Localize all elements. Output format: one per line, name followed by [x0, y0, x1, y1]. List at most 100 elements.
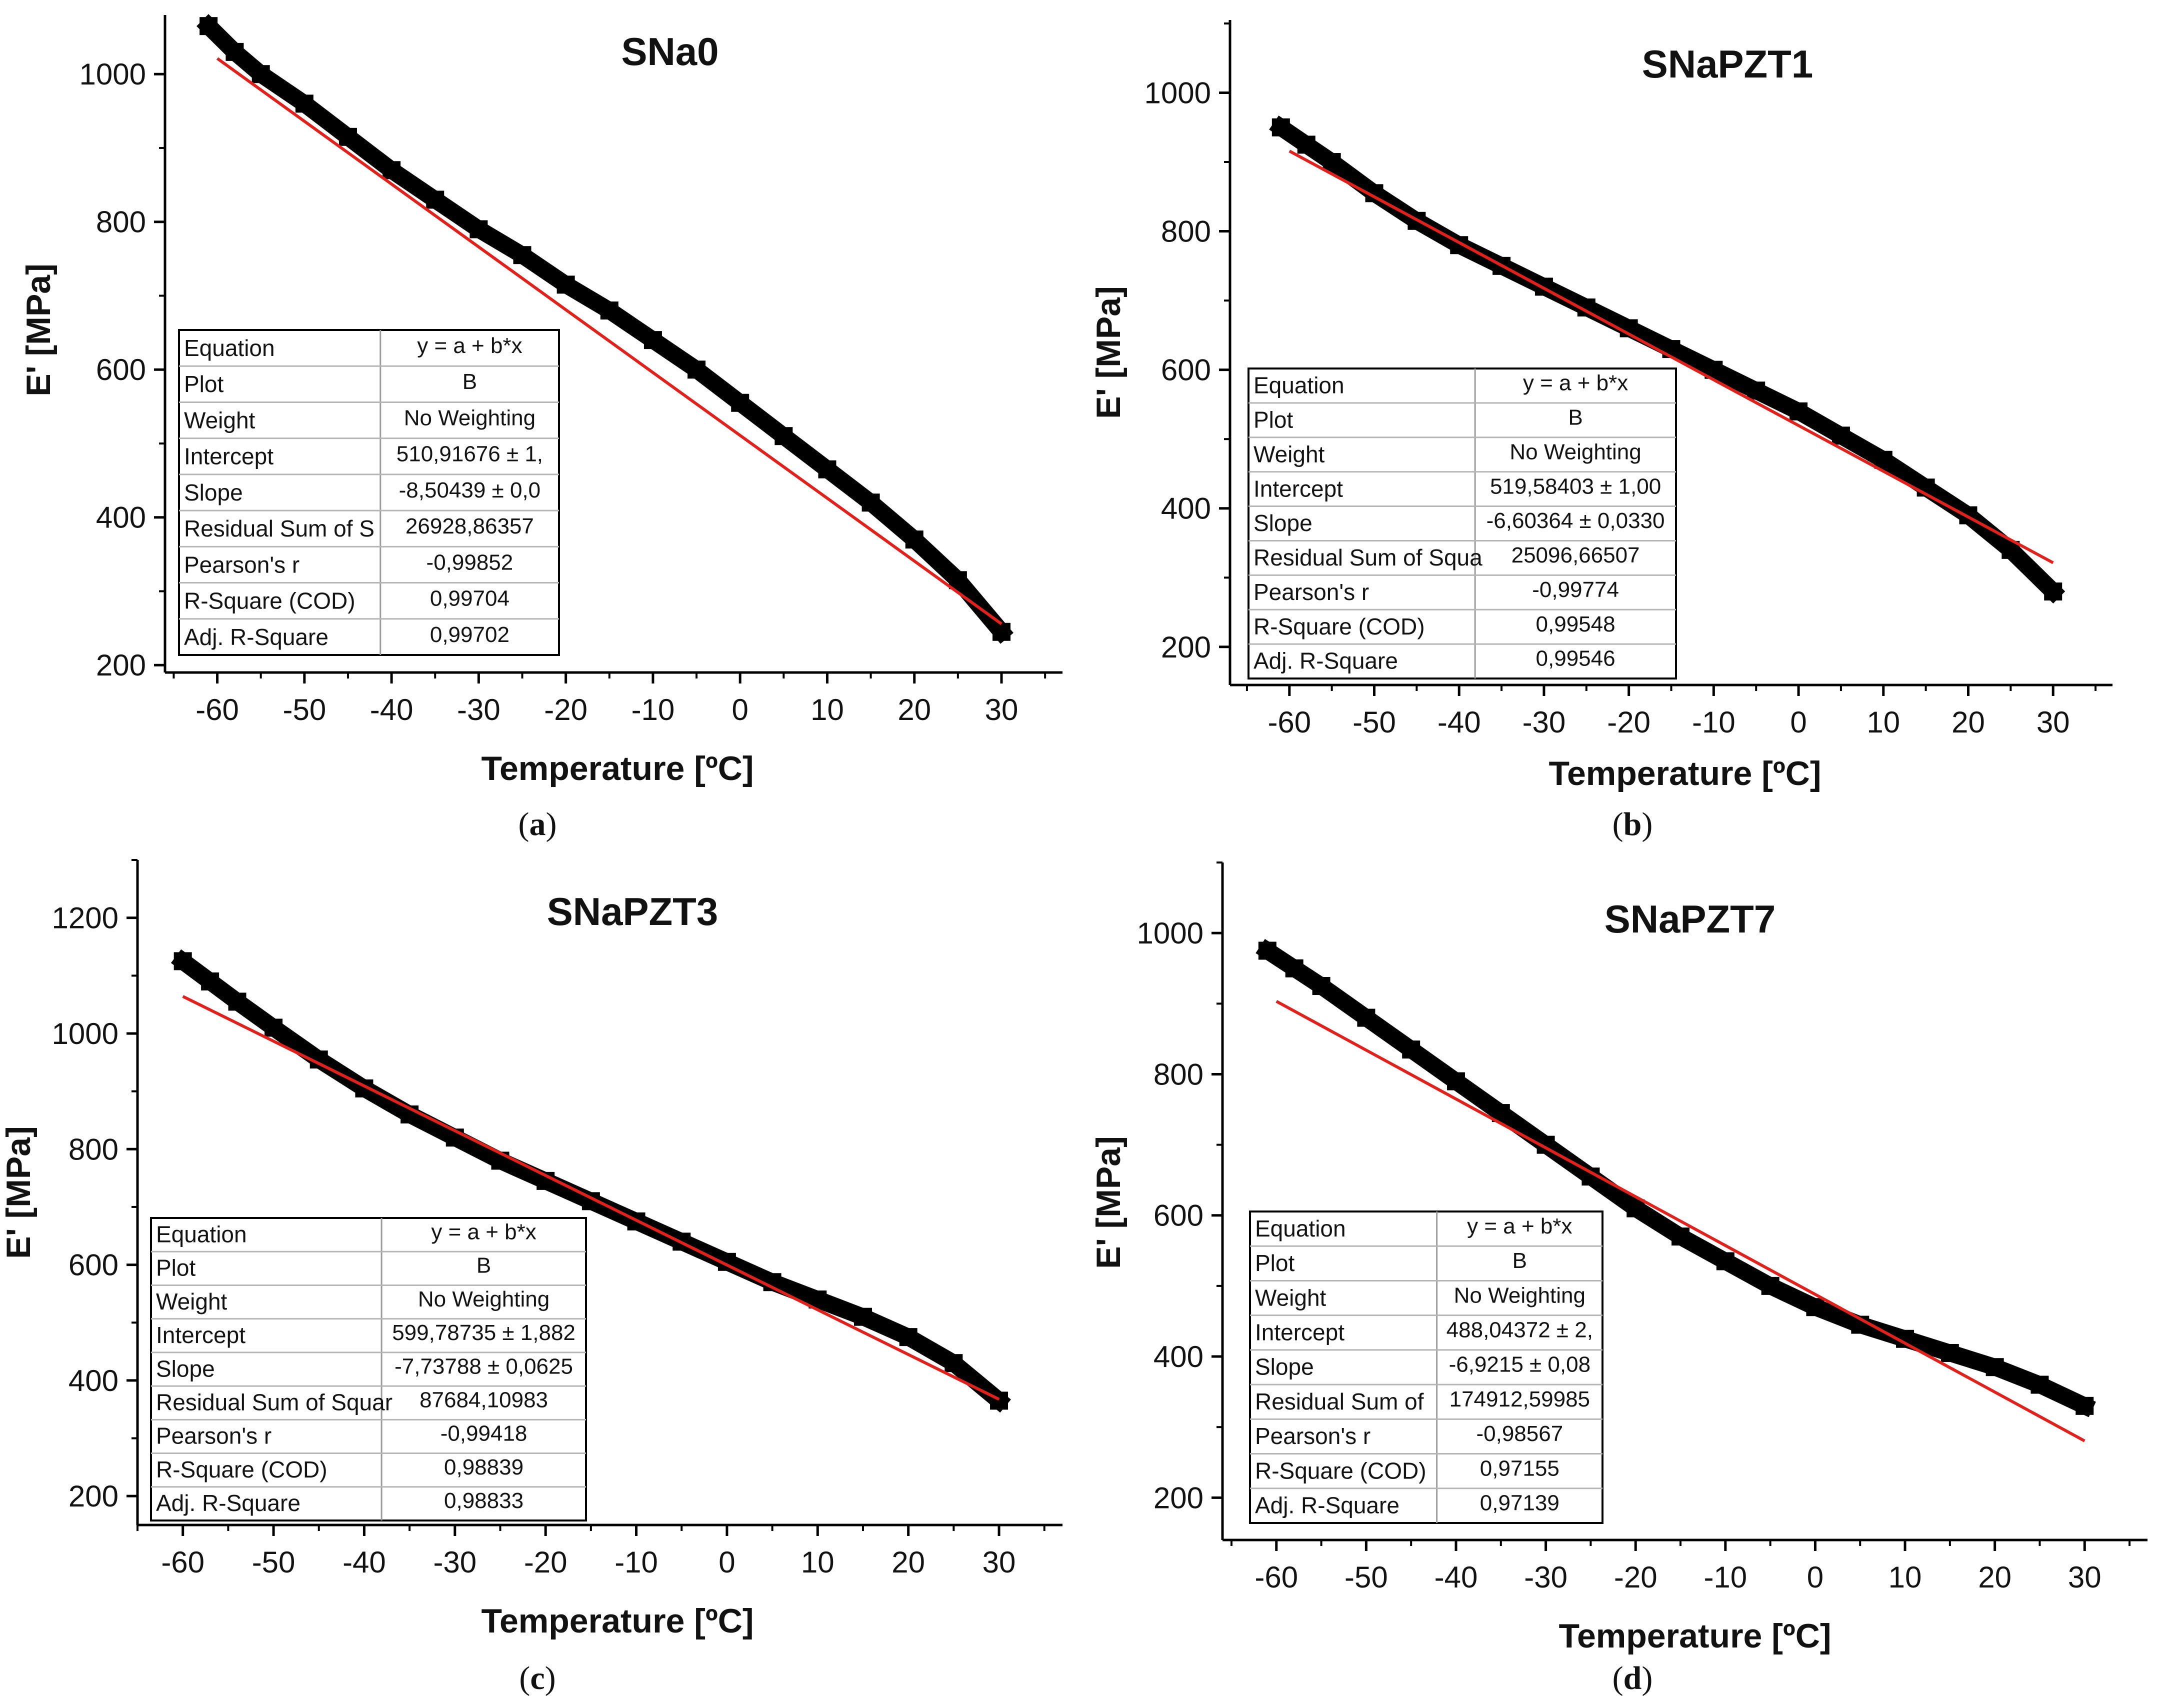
x-tick-label: 10 — [1866, 706, 1900, 739]
data-point — [1297, 136, 1316, 154]
fit-table-value: B — [1512, 1248, 1527, 1273]
x-tick-label: 0 — [718, 1546, 735, 1579]
fit-statistics-table: Equation y = a + b*x Plot B Weight No Weighti… — [1249, 1210, 1604, 1524]
fit-table-value: y = a + b*x — [431, 1220, 536, 1244]
x-tick-label: 10 — [810, 693, 844, 726]
linear-fit-line — [1276, 1000, 2086, 1442]
x-tick-label: 0 — [1790, 706, 1806, 739]
fit-table-label: Weight — [184, 407, 256, 433]
fit-table-value: y = a + b*x — [417, 334, 522, 358]
y-tick-label: 1000 — [52, 1017, 118, 1050]
fit-table-label: Residual Sum of — [1255, 1388, 1424, 1414]
fit-table-value: 0,97139 — [1480, 1491, 1560, 1516]
fit-table-label: R-Square (COD) — [184, 588, 356, 614]
data-point — [731, 394, 750, 412]
data-point — [2076, 1396, 2094, 1415]
data-point — [426, 190, 444, 209]
y-tick-label: 800 — [96, 206, 146, 239]
chart-panel-d: -60 -50 -40 -30 -20 -10 0 10 20 30 200 400 600 800 100… — [1090, 862, 2148, 1696]
fit-table-label: Adj. R-Square — [156, 1490, 300, 1516]
fit-table-label: Residual Sum of Squar — [156, 1390, 392, 1416]
fit-table-label: Weight — [156, 1288, 228, 1314]
fit-table-value: No Weighting — [404, 406, 536, 430]
fit-table-label: Slope — [1255, 1354, 1314, 1380]
fit-table-label: Plot — [1255, 1250, 1294, 1276]
data-point — [1272, 118, 1290, 136]
panel-caption: (c) — [519, 1660, 556, 1696]
y-tick-label: 200 — [1154, 1481, 1204, 1514]
y-tick-label: 400 — [68, 1364, 118, 1398]
data-point — [1357, 1008, 1376, 1027]
data-point — [990, 1392, 1008, 1410]
data-point — [470, 220, 488, 238]
data-point — [688, 360, 706, 379]
x-tick-label: -30 — [457, 693, 500, 726]
data-point — [1761, 1276, 1780, 1295]
y-axis-title: E' [MPa] — [1090, 286, 1128, 419]
fit-table-value: -0,98567 — [1476, 1422, 1563, 1446]
x-tick-label: 30 — [985, 693, 1018, 726]
x-tick-label: -10 — [614, 1546, 658, 1579]
data-point — [899, 1328, 918, 1346]
panel-caption: (b) — [1612, 806, 1653, 842]
fit-table-label: Pearson's r — [1255, 1423, 1370, 1449]
fit-table-label: Pearson's r — [156, 1423, 272, 1449]
data-point — [992, 622, 1011, 641]
fit-table-label: Weight — [1254, 441, 1325, 467]
x-tick-label: -40 — [370, 693, 414, 726]
fit-table-label: Intercept — [1254, 476, 1343, 502]
fit-table-label: Weight — [1255, 1284, 1326, 1310]
fit-table-label: Adj. R-Square — [184, 624, 328, 650]
x-tick-label: -20 — [524, 1546, 568, 1579]
data-point — [1790, 402, 1808, 420]
fit-table-value: 0,99704 — [430, 586, 510, 611]
data-point — [1312, 977, 1330, 996]
y-tick-label: 600 — [1161, 354, 1211, 387]
fit-table-value: 0,98833 — [444, 1488, 524, 1513]
fit-table-value: 488,04372 ± 2, — [1446, 1318, 1593, 1342]
x-tick-label: -50 — [252, 1546, 296, 1579]
data-point — [600, 302, 618, 320]
data-point — [774, 427, 793, 446]
y-tick-label: 600 — [1154, 1199, 1204, 1232]
data-point — [1626, 1199, 1645, 1218]
y-tick-label: 1200 — [52, 902, 118, 935]
fit-table-value: -6,60364 ± 0,0330 — [1486, 508, 1665, 533]
x-tick-label: 30 — [2036, 706, 2070, 739]
data-point — [1716, 1252, 1734, 1270]
chart-title: SNaPZT1 — [1642, 42, 1813, 86]
chart-panel-c: -60 -50 -40 -30 -20 -10 0 10 20 30 200 400 600 800 100… — [0, 859, 1062, 1696]
x-tick-label: -40 — [1438, 706, 1481, 739]
fit-table-value: 519,58403 ± 1,00 — [1490, 474, 1661, 498]
x-tick-label: 20 — [892, 1546, 925, 1579]
fit-table-value: -7,73788 ± 0,0625 — [394, 1354, 573, 1378]
fit-table-label: Plot — [1254, 406, 1293, 432]
y-tick-label: 400 — [1161, 492, 1211, 526]
y-tick-label: 800 — [1161, 215, 1211, 248]
fit-table-value: -0,99418 — [440, 1422, 528, 1446]
fit-table-value: 0,99548 — [1536, 612, 1616, 636]
data-point — [1832, 426, 1850, 445]
fit-table-value: 510,91676 ± 1, — [396, 442, 543, 466]
fit-table-label: Pearson's r — [1254, 579, 1369, 605]
panel-caption-letter: c — [530, 1660, 544, 1696]
fit-table-value: 174912,59985 — [1450, 1387, 1590, 1412]
x-tick-label: 20 — [1978, 1560, 2012, 1594]
x-axis-title: Temperature [ºC] — [1559, 1617, 1832, 1655]
data-point — [201, 972, 220, 990]
fit-table-value: 0,97155 — [1480, 1456, 1560, 1480]
fit-table-label: Slope — [156, 1356, 215, 1382]
x-tick-label: -60 — [161, 1546, 204, 1579]
data-point — [174, 952, 192, 970]
fit-table-value: y = a + b*x — [1523, 371, 1628, 396]
data-point — [1285, 959, 1304, 978]
data-point — [948, 571, 967, 590]
x-tick-label: -20 — [1607, 706, 1650, 739]
x-tick-label: 0 — [1807, 1560, 1824, 1594]
y-tick-label: 400 — [1154, 1340, 1204, 1374]
data-point — [226, 42, 244, 61]
panel-caption-letter: b — [1624, 806, 1642, 842]
fit-table-label: Equation — [184, 335, 275, 361]
fit-table-value: B — [476, 1254, 491, 1278]
fit-table-value: 26928,86357 — [406, 514, 534, 538]
